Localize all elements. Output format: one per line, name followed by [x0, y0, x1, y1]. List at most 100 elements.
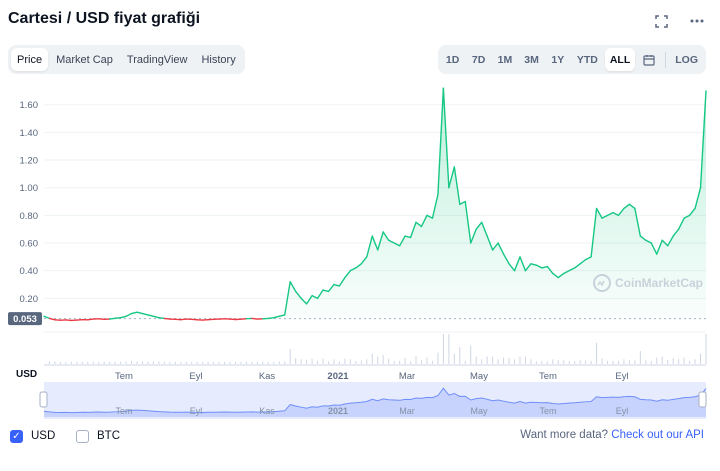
price-segment: [316, 289, 324, 300]
price-segment: [656, 239, 663, 255]
navigator-tick-label: Tem: [115, 406, 132, 416]
volume-bar: [596, 342, 598, 364]
range-1m[interactable]: 1M: [497, 53, 513, 66]
price-segment: [437, 87, 445, 196]
fullscreen-icon[interactable]: [652, 12, 670, 30]
volume-bar: [240, 361, 242, 364]
range-1d[interactable]: 1D: [445, 53, 460, 66]
volume-bar: [218, 361, 220, 364]
price-segment: [322, 289, 330, 293]
price-chart[interactable]: 1.60 1.40 1.20 1.00 0.80 0.60 0.40 0.20 0.053 C…: [0, 80, 720, 425]
volume-bar: [322, 358, 324, 364]
navigator-tick-label: May: [470, 406, 488, 416]
price-segment: [108, 317, 116, 320]
usd-label: USD: [31, 430, 56, 442]
tab-market-cap[interactable]: Market Cap: [56, 53, 113, 66]
tab-price[interactable]: Price: [11, 48, 49, 71]
calendar-icon[interactable]: [637, 48, 661, 71]
volume-bar: [639, 351, 641, 364]
price-segment: [163, 317, 171, 320]
price-segment: [579, 258, 587, 265]
volume-bar: [98, 361, 100, 364]
volume-bar: [612, 360, 614, 364]
y-tick-label: 0.40: [20, 266, 39, 277]
navigator-left-handle[interactable]: [39, 391, 48, 408]
volume-bar: [234, 361, 236, 364]
volume-bar: [136, 361, 138, 364]
volume-bar: [147, 361, 149, 364]
range-ytd[interactable]: YTD: [576, 53, 598, 66]
navigator-area: [44, 388, 706, 417]
price-segment: [667, 235, 674, 247]
volume-bar: [694, 359, 696, 364]
range-navigator[interactable]: Tem Eyl Kas 2021 Mar May Tem Eyl: [39, 382, 707, 419]
x-tick-label: 2021: [327, 371, 349, 382]
price-segment: [48, 317, 56, 321]
volume-bar: [267, 361, 269, 364]
volume-bar: [81, 361, 83, 364]
price-segment: [180, 318, 187, 321]
volume-bar: [519, 356, 521, 364]
price-segment: [98, 318, 105, 321]
range-all[interactable]: ALL: [604, 48, 636, 71]
y-tick-label: 0.60: [20, 239, 39, 250]
volume-bar: [431, 360, 433, 364]
volume-bar: [464, 360, 466, 364]
price-segment: [459, 200, 466, 206]
volume-bar: [300, 359, 302, 364]
volume-bar: [333, 359, 335, 364]
usd-checkbox[interactable]: ✓: [10, 430, 23, 443]
navigator-line: [43, 387, 707, 414]
price-segment: [404, 235, 412, 239]
price-segment: [519, 256, 527, 272]
volume-bar: [415, 355, 417, 364]
volume-bar: [327, 361, 329, 364]
volume-bar: [590, 360, 592, 364]
price-segment: [284, 281, 291, 316]
price-segment: [311, 294, 319, 300]
price-segment: [398, 235, 406, 247]
volume-bar: [109, 361, 111, 364]
volume-bar: [689, 360, 691, 364]
price-segment: [267, 317, 275, 320]
range-3m[interactable]: 3M: [524, 53, 539, 66]
volume-bar: [289, 348, 291, 364]
volume-bar: [530, 359, 532, 364]
volume-bar: [70, 361, 72, 364]
x-tick-label: May: [470, 371, 488, 382]
price-segment: [606, 211, 614, 217]
range-1y[interactable]: 1Y: [551, 53, 565, 66]
volume-bar: [103, 361, 105, 364]
more-icon[interactable]: [688, 12, 706, 30]
chart-tabs: Price Market Cap TradingView History: [8, 45, 245, 74]
volume-bar: [503, 357, 505, 364]
volume-bar: [245, 361, 247, 364]
volume-bar: [360, 360, 362, 364]
price-segment: [617, 207, 625, 217]
tab-history[interactable]: History: [201, 53, 236, 66]
price-segment: [251, 317, 259, 320]
price-segment: [409, 221, 417, 239]
api-promo-text: Want more data?: [520, 429, 609, 441]
price-segment: [141, 312, 149, 316]
range-7d[interactable]: 7D: [471, 53, 486, 66]
volume-bar: [410, 361, 412, 364]
volume-bar: [700, 353, 702, 364]
price-segment: [125, 312, 133, 318]
api-link[interactable]: Check out our API: [611, 429, 704, 441]
volume-bar: [557, 360, 559, 364]
volume-bar: [273, 361, 275, 364]
log-toggle[interactable]: LOG: [675, 53, 698, 66]
navigator-right-handle[interactable]: [698, 391, 707, 408]
tab-tradingview[interactable]: TradingView: [126, 53, 188, 66]
baseline-label: 0.053: [13, 314, 37, 325]
btc-checkbox[interactable]: [76, 430, 89, 443]
volume-bar: [158, 361, 160, 364]
volume-bar: [672, 358, 674, 364]
page-title: Cartesi / USD fiyat grafiği: [8, 10, 201, 27]
volume-bar: [174, 361, 176, 364]
navigator-axis: Tem Eyl Kas 2021 Mar May Tem Eyl: [115, 406, 628, 416]
volume-bar: [224, 361, 226, 364]
price-segment: [480, 221, 488, 237]
price-segment: [639, 235, 647, 241]
